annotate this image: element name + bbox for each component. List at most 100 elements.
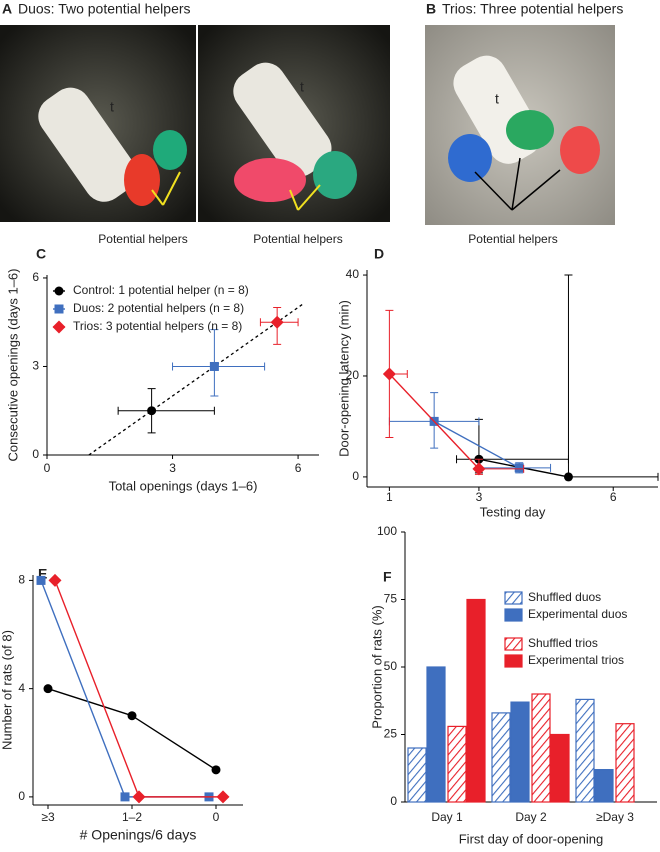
photo-mark: t xyxy=(300,79,304,95)
panel-label: A xyxy=(2,1,12,17)
panel-label: C xyxy=(36,246,46,262)
marker xyxy=(36,575,46,585)
y-tick-label: 25 xyxy=(384,727,398,741)
y-axis-label: Consecutive openings (days 1–6) xyxy=(5,269,20,462)
bar xyxy=(407,747,427,803)
panel-title: Duos: Two potential helpers xyxy=(18,1,191,17)
bar xyxy=(466,598,486,803)
marker xyxy=(209,361,219,371)
bar xyxy=(615,723,635,803)
y-axis-label: Proportion of rats (%) xyxy=(369,605,384,729)
y-tick-label: 6 xyxy=(32,270,39,284)
photo: t xyxy=(0,25,196,222)
x-tick-label: 1 xyxy=(386,490,393,504)
x-tick-label: 0 xyxy=(44,461,51,475)
x-axis-label: # Openings/6 days xyxy=(80,827,197,843)
y-tick-label: 100 xyxy=(377,524,397,538)
marker xyxy=(382,367,396,381)
legend-swatch xyxy=(504,637,523,651)
panel-label: D xyxy=(374,246,384,262)
marker xyxy=(127,711,137,721)
x-tick-label: 0 xyxy=(213,810,220,824)
x-tick-label: 3 xyxy=(169,461,176,475)
x-tick-label: 3 xyxy=(476,490,483,504)
photo-caption: Potential helpers xyxy=(253,232,342,246)
error-bar-x xyxy=(117,406,215,415)
x-tick-label: ≥Day 3 xyxy=(596,810,634,824)
legend-label: Duos: 2 potential helpers (n = 8) xyxy=(73,301,244,315)
photo: t xyxy=(198,25,390,222)
x-tick-label: 6 xyxy=(610,490,617,504)
x-axis-label: Testing day xyxy=(480,504,546,519)
photo-mark: t xyxy=(495,91,499,107)
marker xyxy=(120,792,130,802)
bar xyxy=(594,768,614,803)
photo-caption: Potential helpers xyxy=(468,232,557,246)
y-axis-label: Door-opening latency (min) xyxy=(336,300,351,457)
x-axis-label: Total openings (days 1–6) xyxy=(109,478,258,493)
marker xyxy=(43,684,53,694)
fit-line xyxy=(88,303,303,456)
bar xyxy=(575,698,595,803)
panel-label: B xyxy=(426,1,436,17)
y-tick-label: 75 xyxy=(384,592,398,606)
legend-label: Shuffled trios xyxy=(528,636,598,650)
photo: t xyxy=(425,25,615,225)
marker xyxy=(563,472,573,482)
legend-label: Experimental duos xyxy=(528,607,627,621)
y-tick-label: 0 xyxy=(390,794,397,808)
bar xyxy=(531,693,551,803)
marker xyxy=(270,315,284,329)
legend-label: Shuffled duos xyxy=(528,590,601,604)
y-tick-label: 50 xyxy=(384,659,398,673)
legend-swatch xyxy=(504,608,523,622)
y-tick-label: 0 xyxy=(352,469,359,483)
marker xyxy=(216,790,230,804)
y-tick-label: 8 xyxy=(18,573,25,587)
bar xyxy=(491,712,511,803)
legend-marker xyxy=(54,304,64,314)
series-line xyxy=(54,580,223,798)
legend-swatch xyxy=(504,654,523,668)
legend-label: Control: 1 potential helper (n = 8) xyxy=(73,283,249,297)
marker xyxy=(132,790,146,804)
x-tick-label: Day 1 xyxy=(431,810,463,824)
y-tick-label: 20 xyxy=(346,368,360,382)
y-tick-label: 0 xyxy=(18,789,25,803)
error-bar-x xyxy=(567,472,659,481)
x-axis-label: First day of door-opening xyxy=(459,831,604,846)
legend-label: Trios: 3 potential helpers (n = 8) xyxy=(73,319,242,333)
panel-label: E xyxy=(38,566,47,582)
photo-caption: Potential helpers xyxy=(98,232,187,246)
legend-marker xyxy=(54,286,64,296)
bar xyxy=(550,733,570,803)
y-tick-label: 4 xyxy=(18,681,25,695)
series-line xyxy=(433,420,520,469)
marker xyxy=(514,463,524,473)
y-axis-label: Number of rats (of 8) xyxy=(0,630,14,750)
photo-mark: t xyxy=(110,99,114,115)
series-line xyxy=(40,580,209,798)
panel-label: F xyxy=(383,569,392,585)
marker xyxy=(211,765,221,775)
bar xyxy=(426,666,446,803)
series-line xyxy=(388,373,480,470)
legend-swatch xyxy=(504,591,523,605)
y-tick-label: 0 xyxy=(32,447,39,461)
bar xyxy=(510,701,530,803)
marker xyxy=(147,406,157,416)
legend-label: Experimental trios xyxy=(528,653,624,667)
marker xyxy=(472,462,486,476)
error-bar-y xyxy=(564,274,573,478)
panel-title: Trios: Three potential helpers xyxy=(442,1,623,17)
y-tick-label: 40 xyxy=(346,267,360,281)
series-line xyxy=(47,687,217,771)
marker xyxy=(48,573,62,587)
legend-marker xyxy=(52,320,66,334)
x-tick-label: 1–2 xyxy=(122,810,142,824)
x-tick-label: Day 2 xyxy=(515,810,547,824)
x-tick-label: 6 xyxy=(295,461,302,475)
x-tick-label: ≥3 xyxy=(41,810,55,824)
